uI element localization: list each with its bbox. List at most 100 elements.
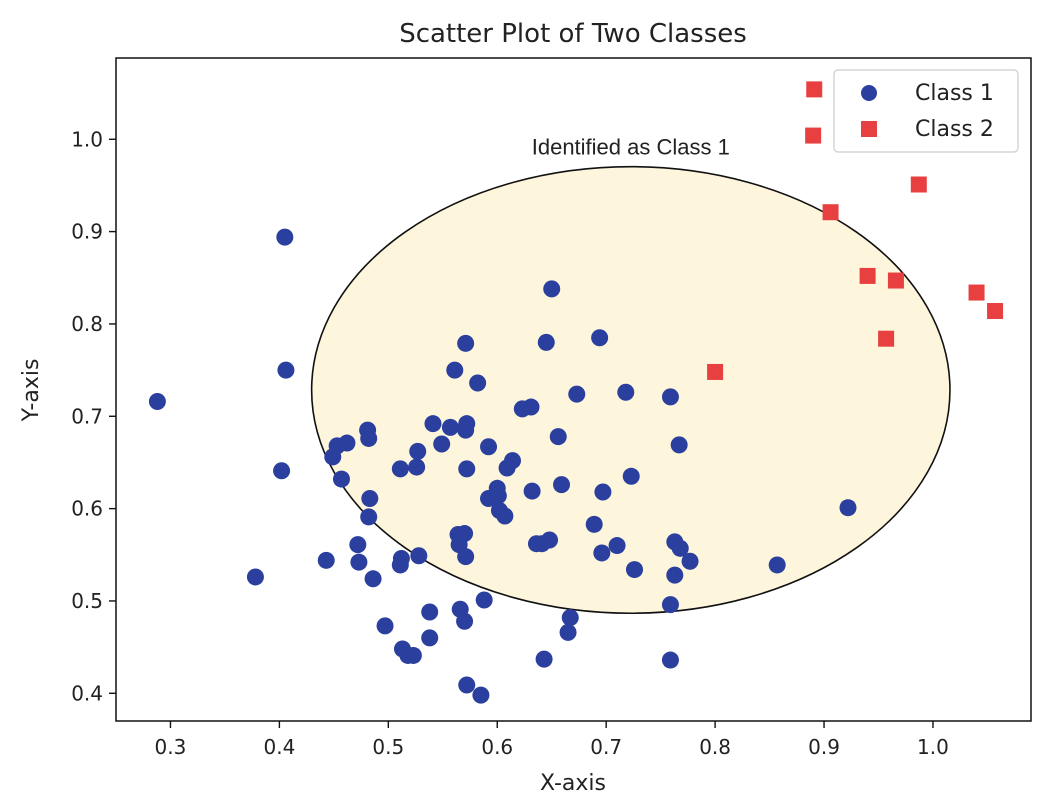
class-1-point <box>591 329 609 347</box>
class-1-point <box>276 228 294 246</box>
class-1-point <box>391 556 409 574</box>
class-1-point <box>543 280 561 298</box>
class-1-point <box>332 470 350 488</box>
class-2-point <box>878 330 895 347</box>
legend-box <box>833 69 1019 153</box>
class-1-point <box>504 452 521 470</box>
class-1-point <box>456 525 474 543</box>
class-1-point <box>273 462 291 480</box>
class-2-point <box>887 272 904 289</box>
class-2-point <box>806 81 823 98</box>
class-1-point <box>661 388 679 406</box>
x-tick-label: 0.5 <box>372 735 404 759</box>
class-2-point <box>805 127 822 144</box>
class-1-point <box>246 568 264 586</box>
class-1-point <box>277 361 295 379</box>
x-axis-label: X-axis <box>540 771 606 796</box>
class-1-point <box>768 556 786 574</box>
class-1-point <box>522 398 540 416</box>
class-1-point <box>681 552 699 570</box>
class-1-point <box>148 393 166 411</box>
y-tick-label: 0.6 <box>71 497 103 521</box>
legend-label-class-2: Class 2 <box>915 117 994 142</box>
class-1-point <box>489 487 507 505</box>
class-1-point <box>480 438 498 456</box>
class-1-point <box>472 686 490 704</box>
class-1-point <box>457 548 475 566</box>
x-axis: 0.3 0.4 0.5 0.6 0.7 0.8 0.9 1.0 <box>155 721 949 759</box>
y-tick-label: 0.5 <box>71 589 103 613</box>
class-1-point <box>626 561 643 579</box>
class-1-point <box>535 650 553 668</box>
class-1-point <box>441 418 459 436</box>
class-1-point <box>409 442 427 460</box>
legend-marker-class-2 <box>861 121 877 137</box>
class-1-point <box>458 460 476 478</box>
class-1-point <box>404 646 422 664</box>
class-1-point <box>457 421 475 439</box>
y-tick-label: 0.4 <box>71 681 103 705</box>
chart-title: Scatter Plot of Two Classes <box>399 19 747 49</box>
class-1-point <box>360 508 378 526</box>
class-1-point <box>317 551 335 569</box>
x-tick-label: 0.9 <box>808 735 840 759</box>
x-tick-label: 0.3 <box>155 735 187 759</box>
x-tick-label: 0.8 <box>699 735 731 759</box>
class-1-point <box>661 651 679 669</box>
x-tick-label: 0.4 <box>263 735 295 759</box>
class-1-point <box>410 547 428 565</box>
class-1-point <box>496 507 514 525</box>
class-1-point <box>391 460 409 478</box>
class-1-point <box>593 544 611 562</box>
legend-marker-class-1 <box>861 85 877 101</box>
y-tick-label: 0.9 <box>71 220 103 244</box>
class-1-point <box>617 383 635 401</box>
x-tick-label: 1.0 <box>917 735 949 759</box>
legend-label-class-1: Class 1 <box>915 81 994 106</box>
class-2-point <box>859 267 876 284</box>
legend: Class 1 Class 2 <box>833 69 1019 153</box>
class-1-point <box>446 361 464 379</box>
class-1-point <box>622 467 640 485</box>
x-tick-label: 0.7 <box>590 735 622 759</box>
class-1-point <box>553 476 571 494</box>
y-axis-label: Y-axis <box>19 359 44 423</box>
region-annotation-label: Identified as Class 1 <box>532 135 730 160</box>
data-points <box>148 81 1004 704</box>
class-1-point <box>523 482 541 500</box>
class-2-point <box>707 363 724 380</box>
class-1-point <box>458 676 476 694</box>
class-1-point <box>433 435 451 453</box>
class-1-point <box>549 428 567 446</box>
class-1-point <box>594 483 612 501</box>
class-1-point <box>568 385 586 403</box>
class-1-point <box>561 609 579 627</box>
class-1-point <box>671 539 689 557</box>
y-tick-label: 0.8 <box>71 312 103 336</box>
class-2-point <box>910 176 927 193</box>
class-1-point <box>670 436 688 454</box>
class-1-point <box>338 434 356 452</box>
y-tick-label: 1.0 <box>71 127 103 151</box>
class-1-point <box>541 531 559 549</box>
class-1-point <box>475 591 493 609</box>
class-1-point <box>666 566 684 584</box>
class-1-point <box>364 570 382 588</box>
y-axis: 0.4 0.5 0.6 0.7 0.8 0.9 1.0 <box>71 127 116 705</box>
class-1-point <box>559 623 577 641</box>
class-1-point <box>585 515 603 533</box>
class-1-point <box>421 603 439 621</box>
class-2-point <box>822 204 839 221</box>
x-tick-label: 0.6 <box>481 735 513 759</box>
class-1-point <box>349 536 367 554</box>
class-1-point <box>350 553 368 571</box>
class-1-point <box>608 537 626 555</box>
class-1-point <box>457 334 475 352</box>
class-2-point <box>968 284 985 301</box>
plot-frame <box>115 57 1032 722</box>
class-1-point <box>361 489 379 507</box>
class-1-point <box>360 429 378 447</box>
y-tick-label: 0.7 <box>71 404 103 428</box>
class-1-point <box>424 415 442 433</box>
